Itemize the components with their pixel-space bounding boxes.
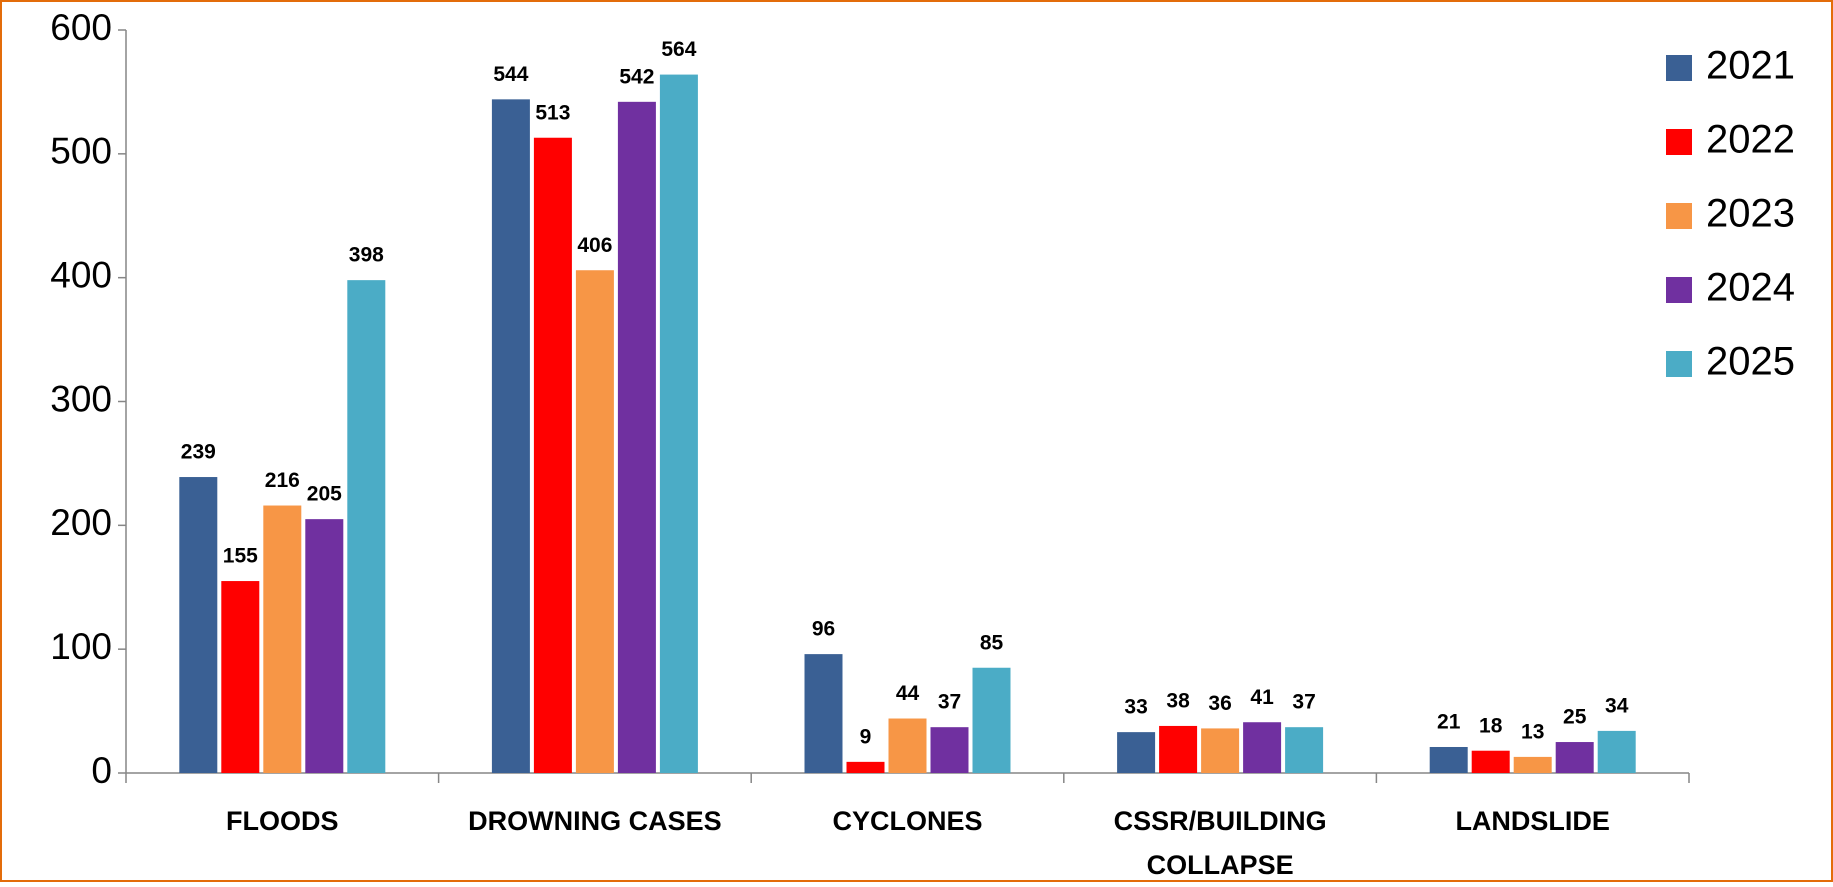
data-label: 21 (1437, 711, 1461, 734)
bar (659, 74, 698, 773)
data-label: 25 (1563, 706, 1587, 729)
bar (1117, 732, 1156, 773)
data-label: 44 (896, 682, 920, 705)
data-label: 36 (1208, 692, 1231, 715)
data-label: 37 (1292, 691, 1315, 714)
data-label: 33 (1124, 696, 1147, 719)
data-label: 542 (619, 65, 654, 88)
bar (1429, 746, 1468, 773)
bar (930, 727, 969, 773)
data-label: 406 (577, 234, 612, 257)
legend-swatch (1666, 351, 1692, 377)
data-label: 564 (661, 38, 696, 61)
data-label: 38 (1166, 689, 1190, 712)
data-label: 239 (181, 441, 216, 464)
bar (804, 654, 843, 773)
bar (1243, 722, 1282, 773)
legend-swatch (1666, 203, 1692, 229)
data-label: 37 (938, 691, 961, 714)
data-label: 13 (1521, 720, 1544, 743)
data-label: 513 (535, 101, 570, 124)
bar (1555, 742, 1594, 773)
data-label: 398 (349, 244, 384, 267)
x-tick-label: LANDSLIDE (1455, 806, 1610, 836)
y-tick-label: 400 (50, 254, 112, 295)
bar (1597, 730, 1636, 773)
legend-label: 2025 (1706, 340, 1795, 384)
y-tick-label: 500 (50, 131, 112, 172)
data-label: 544 (493, 63, 528, 86)
y-tick-label: 100 (50, 626, 112, 667)
x-tick-label: DROWNING CASES (468, 806, 722, 836)
bar (263, 505, 302, 773)
y-tick-label: 0 (91, 750, 112, 791)
bar (1201, 728, 1240, 773)
data-label: 85 (980, 631, 1004, 654)
y-tick-label: 200 (50, 502, 112, 543)
bar (888, 718, 927, 773)
bar (533, 137, 572, 774)
x-tick-label: FLOODS (226, 806, 339, 836)
data-label: 155 (223, 545, 258, 568)
bar (1513, 756, 1552, 773)
y-tick-label: 600 (50, 7, 112, 48)
bar (972, 667, 1011, 773)
legend-label: 2023 (1706, 192, 1795, 236)
bar (575, 270, 614, 773)
data-label: 9 (860, 725, 872, 748)
bar (617, 101, 656, 773)
legend-label: 2021 (1706, 44, 1795, 88)
data-label: 216 (265, 469, 300, 492)
bar (1159, 725, 1198, 773)
bar (347, 280, 386, 773)
data-label: 205 (307, 483, 342, 506)
legend-label: 2024 (1706, 266, 1795, 310)
legend-label: 2022 (1706, 118, 1795, 162)
bar (846, 761, 885, 773)
data-label: 41 (1250, 686, 1274, 709)
data-label: 96 (812, 618, 835, 641)
bar (305, 519, 344, 773)
x-tick-label: CYCLONES (832, 806, 983, 836)
bar (179, 477, 218, 773)
legend-swatch (1666, 55, 1692, 81)
bar (1285, 727, 1324, 773)
bar (491, 99, 530, 773)
legend-swatch (1666, 277, 1692, 303)
data-label: 34 (1605, 694, 1629, 717)
bar (1471, 750, 1510, 773)
bar (221, 581, 260, 773)
legend-swatch (1666, 129, 1692, 155)
y-tick-label: 300 (50, 378, 112, 419)
data-label: 18 (1479, 714, 1503, 737)
x-tick-label: CSSR/BUILDING COLLAPSE (1113, 806, 1327, 880)
